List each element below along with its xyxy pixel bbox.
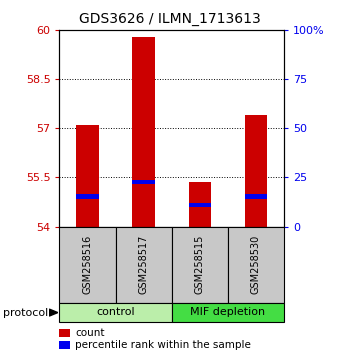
Bar: [116, 227, 172, 303]
Bar: [59, 303, 172, 322]
Bar: [59, 227, 116, 303]
Text: GSM258515: GSM258515: [195, 235, 205, 294]
Bar: [244, 115, 267, 227]
Bar: [132, 37, 155, 227]
Bar: [244, 194, 267, 199]
Bar: [172, 303, 284, 322]
Text: GSM258530: GSM258530: [251, 235, 261, 294]
Bar: [132, 180, 155, 184]
Bar: [76, 194, 99, 199]
Text: GSM258516: GSM258516: [83, 235, 92, 294]
Bar: [188, 202, 211, 207]
Bar: [172, 227, 228, 303]
Polygon shape: [49, 309, 58, 316]
Bar: [188, 182, 211, 227]
Text: control: control: [96, 307, 135, 318]
Text: GDS3626 / ILMN_1713613: GDS3626 / ILMN_1713613: [79, 12, 261, 27]
Text: MIF depletion: MIF depletion: [190, 307, 265, 318]
Bar: [59, 341, 70, 349]
Text: protocol: protocol: [3, 308, 49, 318]
Text: percentile rank within the sample: percentile rank within the sample: [75, 340, 251, 350]
Text: count: count: [75, 328, 105, 338]
Bar: [228, 227, 284, 303]
Bar: [59, 329, 70, 337]
Bar: [76, 125, 99, 227]
Text: GSM258517: GSM258517: [139, 235, 149, 294]
